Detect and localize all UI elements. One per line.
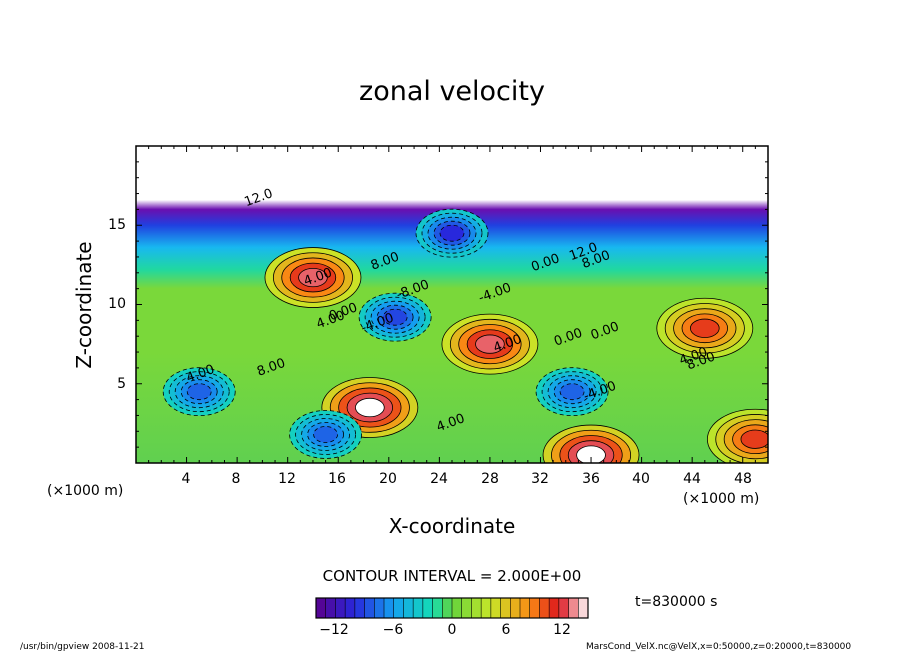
- x-tick-label: 24: [430, 471, 448, 487]
- x-tick-label: 8: [231, 471, 241, 487]
- colorbar-swatch: [354, 598, 366, 618]
- colorbar-tick-label: −12: [319, 622, 349, 638]
- footer-file-info: MarsCond_VelX.nc@VelX,x=0:50000,z=0:2000…: [586, 642, 852, 652]
- axis-ticks: [135, 145, 769, 464]
- time-label: t=830000 s: [635, 594, 718, 610]
- footer-program-info: /usr/bin/gpview 2008-11-21: [20, 642, 145, 652]
- colorbar-swatch: [558, 598, 570, 618]
- field-feature: [559, 383, 585, 401]
- x-tick-label: 48: [734, 471, 752, 487]
- field-feature: [186, 383, 212, 401]
- x-tick-label: 40: [632, 471, 650, 487]
- x-tick-label: 32: [531, 471, 549, 487]
- field-feature: [576, 445, 606, 463]
- field-background: [136, 146, 768, 463]
- field-feature: [439, 224, 465, 242]
- x-unit-label: (×1000 m): [683, 491, 760, 507]
- colorbar-swatch: [374, 598, 385, 618]
- field-feature: [382, 308, 408, 326]
- colorbar-swatch: [413, 598, 424, 618]
- y-tick-label: 10: [108, 296, 126, 312]
- y-tick-label: 5: [117, 376, 126, 392]
- colorbar-tick-label: 0: [447, 622, 457, 638]
- colorbar-swatch: [393, 598, 404, 618]
- y-tick-label: 15: [108, 217, 126, 233]
- colorbar-swatch: [403, 598, 414, 618]
- x-axis-label: X-coordinate: [388, 514, 516, 538]
- colorbar-swatch: [568, 598, 579, 618]
- colorbar-swatch: [452, 598, 463, 618]
- colorbar-swatch: [500, 598, 511, 618]
- x-tick-label: 12: [278, 471, 296, 487]
- colorbar-swatch: [481, 598, 492, 618]
- chart-title: zonal velocity: [359, 76, 545, 107]
- contour-interval-text: CONTOUR INTERVAL = 2.000E+00: [322, 567, 582, 585]
- colorbar-swatch: [578, 598, 589, 618]
- colorbar-swatch: [364, 598, 375, 618]
- field-feature: [740, 429, 768, 449]
- x-tick-label: 16: [328, 471, 346, 487]
- y-axis-label: Z-coordinate: [72, 241, 96, 369]
- colorbar-swatch: [461, 598, 472, 618]
- x-tick-label: 4: [181, 471, 191, 487]
- field-feature: [475, 334, 505, 354]
- colorbar-tick-label: 12: [553, 622, 571, 638]
- x-tick-label: 44: [683, 471, 701, 487]
- x-tick-label: 20: [379, 471, 397, 487]
- x-tick-label: 28: [481, 471, 499, 487]
- field-feature: [298, 267, 328, 288]
- field-feature: [355, 397, 385, 418]
- colorbar-swatch: [529, 598, 540, 618]
- contour-labels: 12.08.004.000.00-8.00 -4.0012.08.000.004.…: [184, 186, 717, 435]
- colorbar-swatch: [520, 598, 531, 618]
- colorbar-swatch: [335, 598, 346, 618]
- colorbar-swatch: [384, 598, 395, 618]
- colorbar-swatch: [549, 598, 560, 618]
- colorbar: [315, 597, 589, 619]
- field-feature: [689, 318, 720, 338]
- x-unit-label: (×1000 m): [47, 483, 124, 499]
- colorbar-swatch: [316, 598, 327, 618]
- colorbar-swatch: [345, 598, 356, 618]
- velocity-field: [136, 146, 768, 463]
- colorbar-swatch: [432, 598, 443, 618]
- colorbar-tick-label: −6: [382, 622, 404, 638]
- colorbar-swatch: [510, 598, 521, 618]
- colorbar-swatch: [490, 598, 502, 618]
- field-feature: [313, 426, 339, 443]
- colorbar-swatch: [442, 598, 453, 618]
- colorbar-frame: [315, 597, 589, 619]
- colorbar-swatch: [471, 598, 482, 618]
- colorbar-tick-label: 6: [501, 622, 511, 638]
- x-tick-label: 36: [582, 471, 600, 487]
- colorbar-swatch: [539, 598, 550, 618]
- colorbar-swatch: [325, 598, 336, 618]
- colorbar-swatch: [422, 598, 434, 618]
